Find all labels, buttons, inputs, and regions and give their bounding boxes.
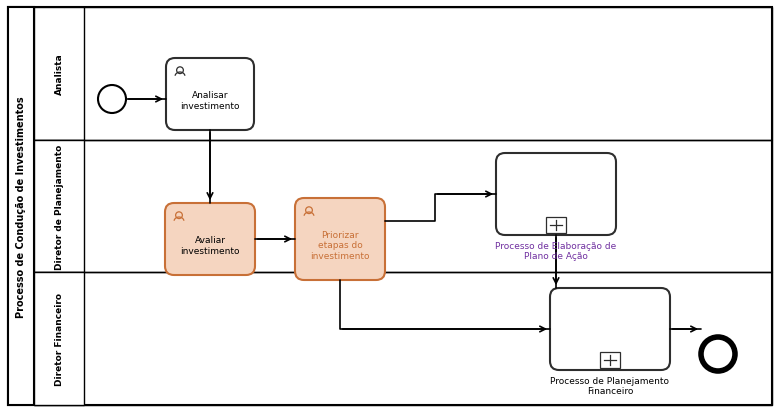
FancyBboxPatch shape	[496, 154, 616, 235]
Bar	[546, 218, 566, 233]
Bar	[34, 8, 84, 140]
Bar	[600, 352, 620, 368]
Bar	[34, 140, 772, 273]
Text: Processo de Planejamento
Financeiro: Processo de Planejamento Financeiro	[551, 376, 669, 395]
FancyBboxPatch shape	[165, 204, 255, 275]
Text: Avaliar
investimento: Avaliar investimento	[180, 236, 239, 255]
Text: Processo de Elaboração de
Plano de Ação: Processo de Elaboração de Plano de Ação	[495, 242, 617, 261]
Bar	[34, 8, 772, 140]
Text: Diretor de Planejamento: Diretor de Planejamento	[55, 144, 63, 269]
Bar	[34, 273, 84, 405]
Bar	[34, 273, 772, 405]
Bar	[8, 8, 34, 405]
Text: Analisar
investimento: Analisar investimento	[180, 91, 239, 110]
FancyBboxPatch shape	[295, 199, 385, 280]
FancyBboxPatch shape	[550, 288, 670, 370]
Text: Diretor Financeiro: Diretor Financeiro	[55, 292, 63, 385]
Bar	[34, 140, 84, 273]
Text: Priorizar
etapas do
investimento: Priorizar etapas do investimento	[310, 230, 370, 260]
Text: Processo de Condução de Investimentos: Processo de Condução de Investimentos	[16, 96, 26, 317]
FancyBboxPatch shape	[166, 59, 254, 131]
Text: Analista: Analista	[55, 53, 63, 95]
